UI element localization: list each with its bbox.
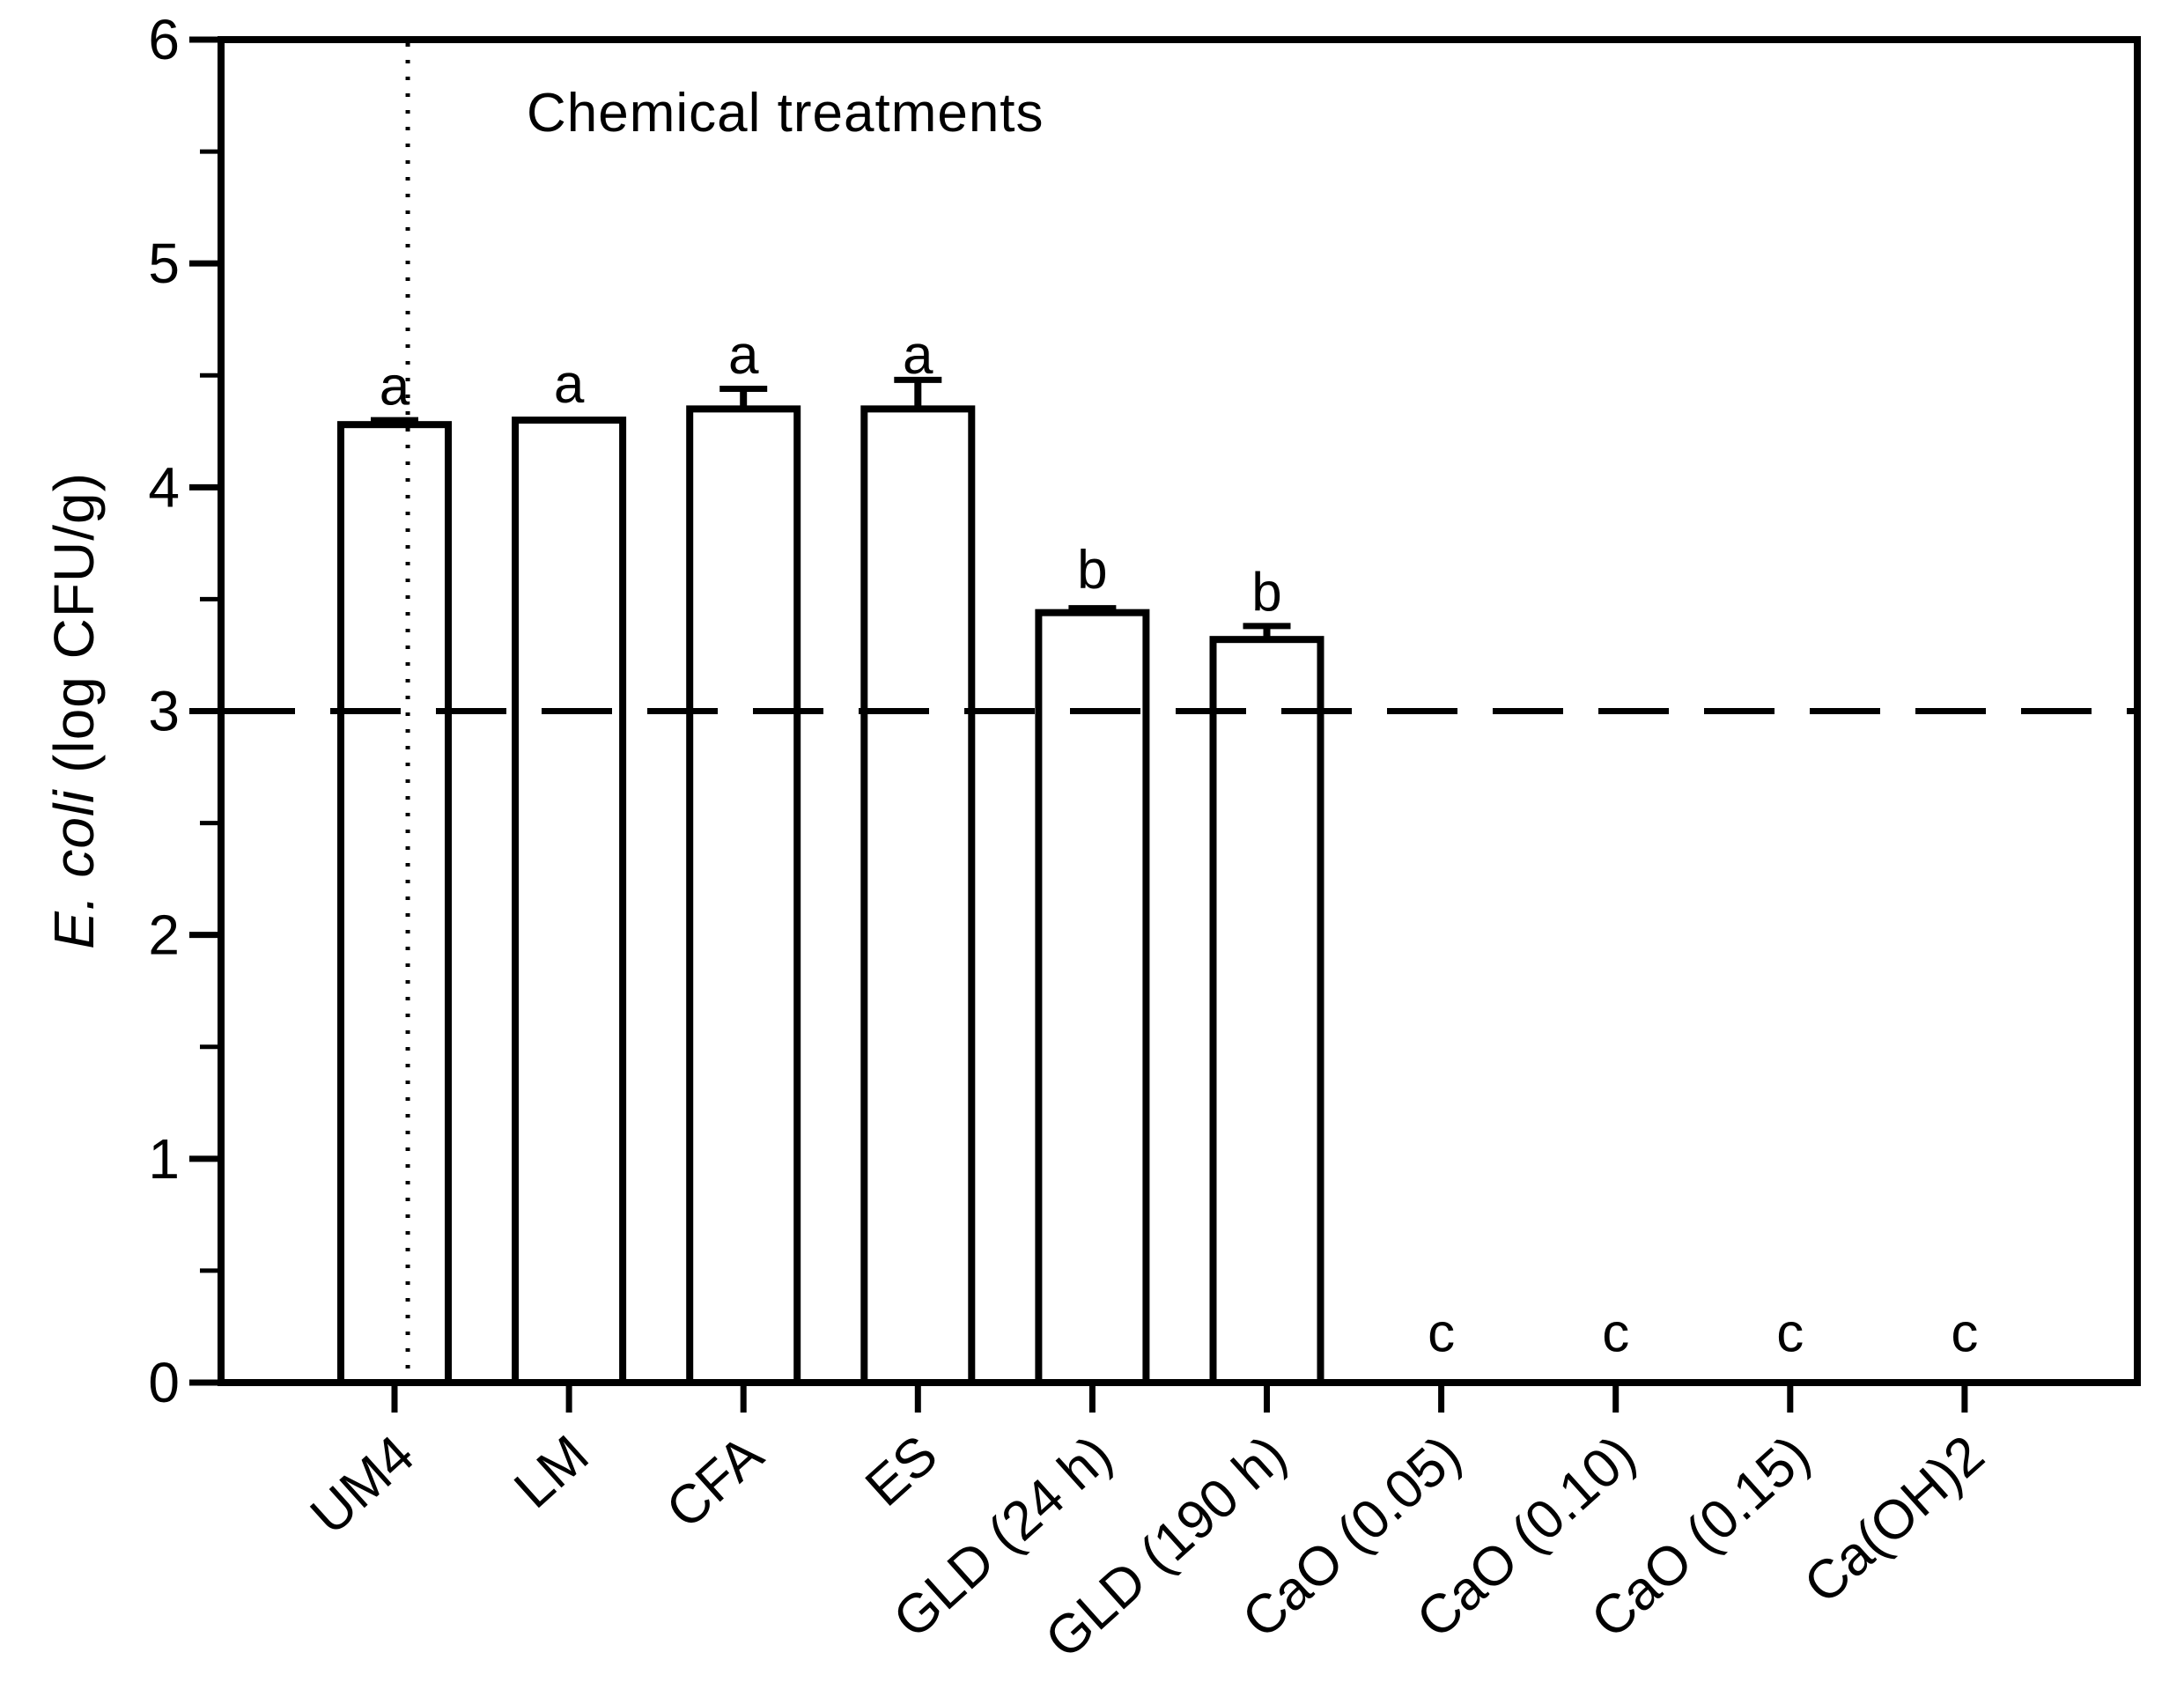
y-tick-label: 2 [148, 904, 180, 967]
y-tick-label: 5 [148, 232, 180, 295]
significance-letter: a [380, 356, 410, 417]
significance-letter: c [1951, 1303, 1978, 1364]
significance-letter: a [554, 354, 585, 415]
bar [686, 405, 801, 1386]
x-tick-label: Ca(OH)2 [1793, 1424, 1996, 1615]
bar [1035, 609, 1150, 1386]
y-axis-title-units: (log CFU/g) [42, 472, 106, 790]
bar [337, 421, 452, 1387]
x-tick-label: ES [854, 1424, 949, 1518]
y-tick-label: 0 [148, 1351, 180, 1414]
bar [860, 405, 976, 1386]
x-tick-label: CFA [655, 1424, 775, 1540]
significance-letter: c [1602, 1303, 1629, 1364]
x-tick-label: LM [503, 1424, 600, 1520]
significance-letter: b [1077, 540, 1107, 601]
bar [1209, 636, 1324, 1386]
significance-letter: c [1776, 1303, 1804, 1364]
plot-box [218, 36, 2141, 1386]
significance-letter: b [1251, 562, 1281, 623]
y-tick-label: 6 [148, 8, 180, 71]
significance-letter: a [728, 325, 759, 386]
y-axis-title: E. coli (log CFU/g) [41, 472, 107, 949]
bar [512, 417, 627, 1386]
y-tick-label: 4 [148, 455, 180, 519]
x-tick-label: UM4 [299, 1424, 425, 1546]
chart-annotation: Chemical treatments [527, 83, 1044, 144]
y-axis-title-species: E. coli [42, 789, 106, 949]
significance-letter: c [1428, 1303, 1455, 1364]
significance-letter: a [903, 325, 933, 386]
y-tick-label: 1 [148, 1127, 180, 1191]
y-tick-label: 3 [148, 680, 180, 743]
